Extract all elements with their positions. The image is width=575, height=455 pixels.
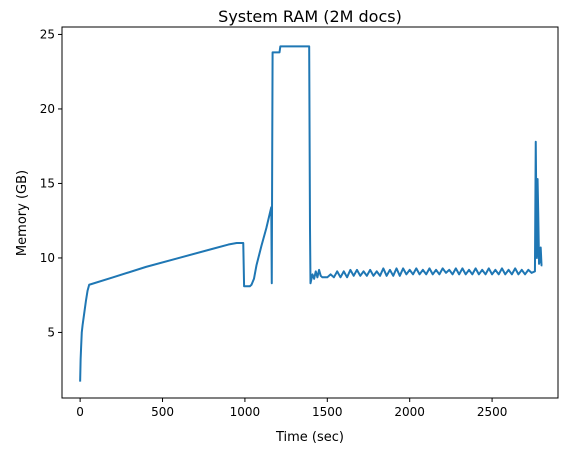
y-axis-label: Memory (GB) [15,170,30,256]
x-axis-label: Time (sec) [275,430,344,445]
y-tick-label: 20 [40,102,55,116]
y-axis: 5 10 15 20 25 [40,27,62,339]
y-tick-label: 25 [40,27,55,41]
y-tick-label: 10 [40,251,55,265]
plot-area [61,26,559,399]
x-tick-label: 1500 [312,405,343,419]
x-tick-label: 2000 [394,405,425,419]
axes-frame [61,26,559,399]
series-line-0 [79,45,543,382]
x-tick-label: 500 [151,405,174,419]
x-tick-label: 0 [76,405,84,419]
y-tick-label: 15 [40,176,55,190]
x-tick-label: 1000 [230,405,261,419]
chart-title: System RAM (2M docs) [218,7,402,26]
x-axis: 0 500 1000 1500 2000 2500 [76,398,507,419]
series-layer [79,45,543,382]
y-tick-label: 5 [47,325,55,339]
x-tick-label: 2500 [477,405,508,419]
